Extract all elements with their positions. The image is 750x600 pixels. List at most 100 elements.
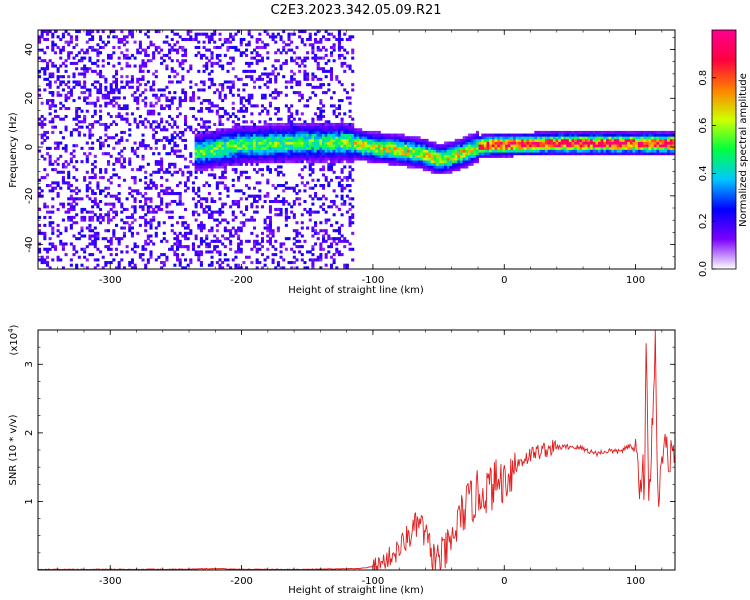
spectrogram-cell [292,186,296,190]
spectrogram-cell [438,160,442,164]
spectrogram-cell [101,189,105,193]
spectrogram-cell [327,245,331,249]
spectrogram-cell [162,191,166,196]
spectrogram-cell [186,223,190,227]
spectrogram-cell [640,138,644,142]
spectrogram-cell [53,125,57,129]
spectrogram-cell [252,149,257,153]
spectrogram-cell [643,133,647,137]
spectrogram-cell [452,146,456,150]
spectrogram-cell [661,152,665,156]
spectrogram-cell [393,141,397,145]
spectrogram-cell [316,133,320,137]
spectrogram-cell [88,128,92,132]
spectrogram-cell [178,197,182,201]
spectrogram-cell [329,72,334,76]
spectrogram-cell [290,186,294,190]
spectrogram-cell [300,130,304,134]
spectrogram-cell [303,77,307,81]
spectrogram-cell [239,133,243,137]
spectrogram-cell [215,53,219,57]
spectrogram-cell [268,237,272,241]
spectrogram-cell [276,138,280,142]
spectrogram-cell [452,144,456,148]
spectrogram-cell [505,133,509,137]
spectrogram-cell [109,194,113,198]
spectrogram-cell [114,80,119,84]
spectrogram-cell [276,229,280,233]
spectrogram-cell [327,184,331,188]
spectrogram-cell [667,133,671,137]
spectrogram-cell [337,141,341,145]
spectrogram-cell [157,170,161,174]
spectrogram-cell [229,205,233,209]
spectrogram-cell [507,141,511,145]
spectrogram-cell [176,114,180,119]
spectrogram-cell [651,144,655,148]
spectrogram-cell [518,133,522,137]
spectrogram-cell [284,43,288,47]
spectrogram-cell [149,59,153,63]
spectrogram-cell [88,136,92,140]
spectrogram-cell [271,245,275,249]
spectrogram-cell [231,120,235,124]
spectrogram-cell [231,80,235,84]
spectrogram-cell [247,99,251,103]
spectrogram-cell [176,184,180,188]
spectrogram-cell [168,56,172,60]
spectrogram-cell [667,152,671,156]
spectrogram-cell [202,53,206,57]
spectrogram-cell [568,138,572,142]
spectrogram-cell [295,125,299,129]
spectrogram-cell [133,207,137,211]
spectrogram-cell [223,245,227,249]
spectrogram-cell [96,91,100,95]
spectrogram-cell [306,83,310,87]
spectrogram-cell [223,258,227,262]
spectrogram-cell [322,165,326,169]
spectrogram-cell [53,64,57,68]
spectrogram-cell [311,122,315,126]
spectrogram-cell [263,221,267,225]
spectrogram-cell [133,218,137,222]
spectrogram-cell [337,250,341,254]
spectrogram-cell [152,207,156,211]
spectrogram-cell [210,146,214,150]
spectrogram-cell [300,176,304,180]
spectrogram-cell [345,176,349,180]
spectrogram-cell [507,133,511,137]
spectrogram-cell [324,53,328,57]
spectrogram-y-tick-label-1: -20 [24,188,35,204]
spectrogram-cell [59,80,63,84]
spectrogram-cell [186,231,190,235]
spectrogram-cell [226,130,230,134]
spectrogram-cell [138,191,142,196]
spectrogram-cell [319,266,323,270]
spectrogram-cell [391,138,395,142]
spectrogram-cell [544,149,548,153]
spectrogram-cell [48,221,52,225]
spectrogram-cell [314,128,318,132]
spectrogram-cell [120,136,124,140]
spectrogram-cell [75,112,79,116]
spectrogram-cell [130,77,134,81]
spectrogram-cell [637,144,641,148]
spectrogram-cell [133,99,137,103]
spectrogram-cell [388,138,392,142]
spectrogram-cell [69,194,73,198]
spectrogram-cell [290,141,294,145]
spectrogram-cell [80,85,84,89]
spectrogram-cell [229,266,233,270]
spectrogram-cell [430,157,434,161]
spectrogram-cell [473,160,477,164]
spectrogram-cell [59,117,63,121]
spectrogram-cell [226,154,230,158]
spectrogram-cell [579,138,583,142]
spectrogram-cell [197,162,201,166]
spectrogram-cell [237,160,241,164]
spectrogram-cell [189,173,193,177]
spectrogram-cell [213,165,217,169]
spectrogram-cell [245,136,249,140]
spectrogram-cell [64,242,68,246]
spectrogram-cell [218,157,222,161]
